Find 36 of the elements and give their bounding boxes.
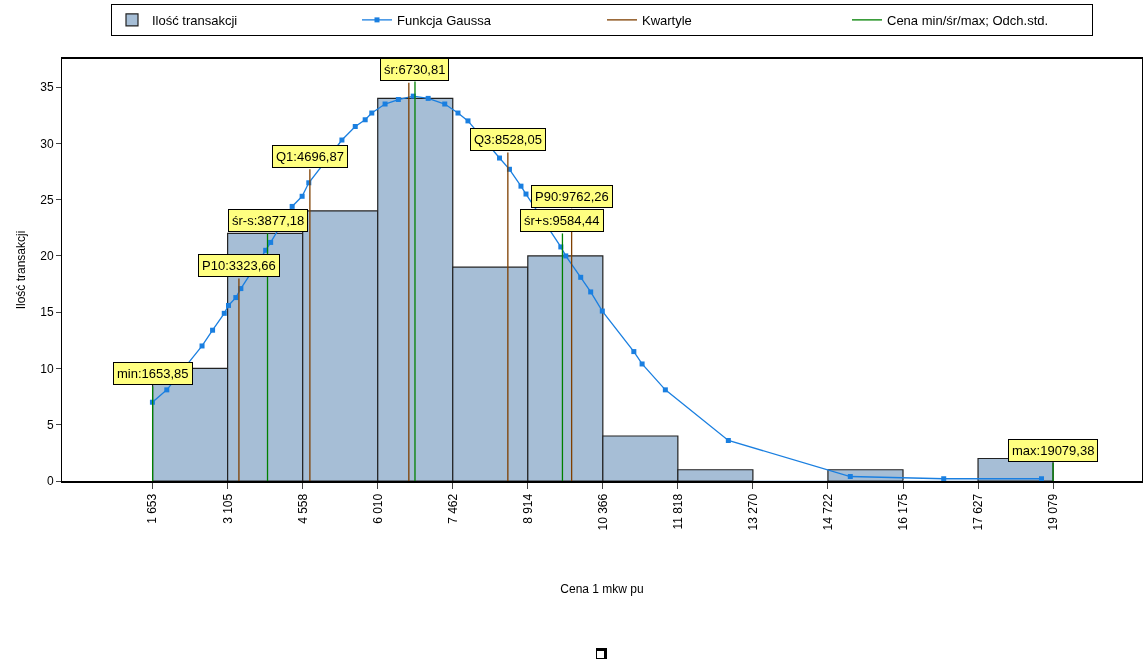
x-tick-label: 1 653 [145, 493, 160, 524]
x-tick-label: 17 627 [970, 493, 985, 531]
annotation: min:1653,85 [117, 366, 189, 381]
x-tick-label: 13 270 [745, 493, 760, 531]
annotation: śr:6730,81 [384, 62, 446, 77]
annotation: max:19079,38 [1012, 443, 1095, 458]
x-tick-label: 3 105 [220, 493, 235, 524]
annotation: P90:9762,26 [535, 189, 609, 204]
y-tick-label: 25 [40, 192, 54, 207]
x-tick-label: 19 079 [1045, 493, 1060, 531]
y-tick-label: 5 [46, 417, 54, 432]
x-tick-label: 14 722 [820, 493, 835, 531]
annotation: śr+s:9584,44 [524, 213, 600, 228]
y-tick-label: 35 [40, 80, 54, 95]
legend-label: Ilość transakcji [152, 12, 238, 28]
y-axis-title: Ilość transakcji [13, 230, 28, 310]
legend-label: Cena min/śr/max; Odch.std. [887, 12, 1049, 28]
y-tick-label: 0 [46, 474, 54, 489]
x-tick-label: 16 175 [895, 493, 910, 531]
y-tick-label: 20 [40, 249, 54, 264]
x-tick-label: 10 366 [595, 493, 610, 531]
x-tick-label: 11 818 [670, 493, 685, 530]
y-tick-label: 15 [40, 305, 54, 320]
annotation: śr-s:3877,18 [232, 213, 305, 228]
annotation: Q3:8528,05 [474, 132, 542, 147]
legend-label: Kwartyle [642, 12, 692, 28]
annotation: P10:3323,66 [202, 258, 276, 273]
x-tick-label: 8 914 [520, 493, 535, 524]
annotation: Q1:4696,87 [276, 149, 344, 164]
x-tick-label: 4 558 [295, 493, 310, 524]
legend-label: Funkcja Gaussa [397, 12, 492, 28]
x-tick-label: 6 010 [370, 493, 385, 524]
y-tick-label: 10 [40, 361, 54, 376]
x-axis-title: Cena 1 mkw pu [560, 581, 644, 596]
y-tick-label: 30 [40, 136, 54, 151]
x-tick-label: 7 462 [445, 493, 460, 524]
